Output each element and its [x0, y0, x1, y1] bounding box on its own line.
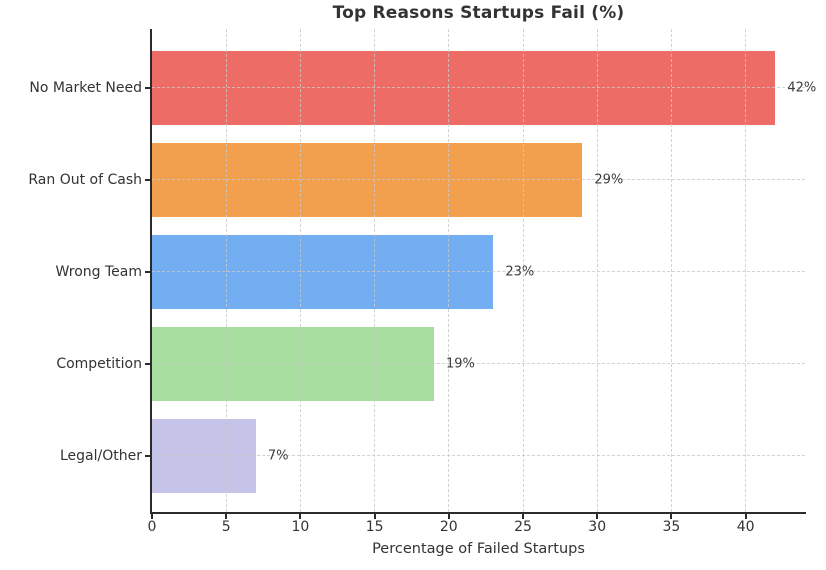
- x-tick-label: 40: [736, 519, 755, 535]
- y-tick-label-no-market-need: No Market Need: [29, 79, 142, 96]
- y-axis-spine: [150, 29, 152, 514]
- bar-value-label: 23%: [505, 264, 535, 280]
- x-tick-label: 25: [514, 519, 532, 535]
- gridline-vertical: [745, 29, 747, 512]
- gridline-horizontal: [152, 87, 805, 88]
- y-tick-mark: [145, 86, 150, 89]
- y-tick-label-ran-out-of-cash: Ran Out of Cash: [28, 171, 142, 188]
- y-tick-label-competition: Competition: [56, 355, 142, 372]
- y-tick-mark: [145, 454, 150, 457]
- bar-value-label: 19%: [445, 356, 475, 372]
- x-tick-mark: [522, 514, 525, 519]
- x-tick-mark: [299, 514, 302, 519]
- plot-area: 42% 29% 23% 19% 7%: [152, 29, 816, 512]
- x-tick-label: 15: [365, 519, 384, 535]
- x-tick-label: 30: [588, 519, 607, 535]
- y-axis-labels: No Market Need Ran Out of Cash Wrong Team C…: [0, 29, 142, 512]
- x-tick-label: 10: [291, 519, 310, 535]
- gridline-horizontal: [152, 271, 805, 273]
- x-tick-mark: [744, 514, 747, 519]
- gridline-horizontal: [152, 455, 805, 457]
- bar-value-label: 42%: [787, 80, 817, 95]
- gridline-vertical: [596, 29, 598, 512]
- x-tick-mark: [447, 514, 450, 519]
- gridline-vertical: [299, 29, 301, 512]
- gridline-vertical: [225, 29, 227, 512]
- bar-value-label: 29%: [594, 172, 624, 188]
- y-tick-mark: [145, 270, 150, 273]
- gridline-horizontal: [152, 179, 805, 181]
- x-tick-label: 20: [439, 519, 458, 535]
- x-tick-mark: [596, 514, 599, 519]
- x-axis-spine: [150, 512, 806, 514]
- x-tick-label: 35: [662, 519, 681, 535]
- x-tick-label: 0: [147, 519, 157, 535]
- x-axis-label: Percentage of Failed Startups: [372, 541, 585, 557]
- y-tick-label-wrong-team: Wrong Team: [55, 263, 142, 280]
- y-tick-label-legal-other: Legal/Other: [60, 447, 142, 464]
- gridline-vertical: [522, 29, 524, 512]
- x-tick-label: 5: [221, 519, 231, 535]
- x-tick-mark: [670, 514, 673, 519]
- gridline-vertical: [670, 29, 672, 512]
- y-tick-mark: [145, 178, 150, 181]
- bar-value-label: 7%: [267, 448, 289, 464]
- gridline-horizontal: [152, 363, 805, 365]
- x-tick-mark: [373, 514, 376, 519]
- y-tick-mark: [145, 362, 150, 365]
- x-tick-mark: [225, 514, 228, 519]
- x-tick-mark: [151, 514, 153, 519]
- chart-title: Top Reasons Startups Fail (%): [332, 3, 625, 23]
- gridline-vertical: [374, 29, 376, 512]
- gridline-vertical: [448, 29, 450, 512]
